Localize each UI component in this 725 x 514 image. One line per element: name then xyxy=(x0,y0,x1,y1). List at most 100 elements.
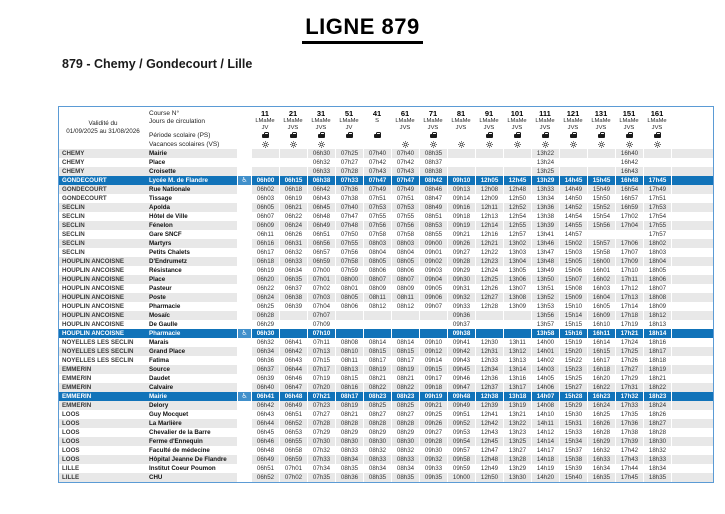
commune-label: NOYELLES LES SECLIN xyxy=(62,348,134,355)
time-cell: 06h05 xyxy=(251,203,279,212)
row-filler xyxy=(671,149,713,158)
time-cell: 07h23 xyxy=(307,401,335,410)
time-cell: 09h16 xyxy=(447,203,475,212)
time-cell: 07h47 xyxy=(391,176,419,186)
time-cell xyxy=(503,149,531,158)
column-header: 151 LMaMe JVS xyxy=(615,107,643,149)
school-period-cell xyxy=(429,132,437,140)
time-cell: 13h06 xyxy=(503,275,531,284)
time-cell xyxy=(279,158,307,167)
table-row: HOUPLIN ANCOISNE De Gaulle 06h29 07h09 09h37… xyxy=(59,320,713,329)
time-cell: 07h43 xyxy=(391,167,419,176)
time-cell: 13h13 xyxy=(503,356,531,365)
row-filler xyxy=(671,293,713,302)
time-cell: 13h22 xyxy=(503,419,531,428)
vacation-cell xyxy=(625,140,633,149)
time-cell: 15h03 xyxy=(559,248,587,257)
time-cell: 08h03 xyxy=(363,239,391,248)
time-cell: 06h39 xyxy=(279,302,307,311)
row-filler xyxy=(671,167,713,176)
time-cell: 09h45 xyxy=(447,365,475,374)
time-cell: 15h37 xyxy=(559,446,587,455)
time-cell: 14h17 xyxy=(531,446,559,455)
time-cell: 13h56 xyxy=(531,311,559,320)
time-cell: 09h53 xyxy=(447,428,475,437)
time-cell: 13h05 xyxy=(503,266,531,275)
time-cell: 14h18 xyxy=(531,455,559,464)
row-filler xyxy=(671,230,713,239)
time-cell: 07h01 xyxy=(279,464,307,473)
time-cell: 17h09 xyxy=(615,257,643,266)
time-cell: 15h29 xyxy=(559,401,587,410)
time-cell: 08h29 xyxy=(335,428,363,437)
row-filler xyxy=(671,194,713,203)
stop-label: Place xyxy=(149,159,166,166)
column-header: 51 LMaMe JV xyxy=(335,107,363,149)
days-label: JV xyxy=(345,125,353,131)
days-label: JVS xyxy=(315,125,327,131)
time-cell: 07h42 xyxy=(363,158,391,167)
header-labels: Course N° Jours de circulation Période s… xyxy=(147,107,237,149)
time-cell: 06h18 xyxy=(251,257,279,266)
time-cell: 06h19 xyxy=(251,266,279,275)
time-cell: 12h31 xyxy=(475,347,503,356)
table-row: NOYELLES LES SECLIN Grand Place 06h34 06h42… xyxy=(59,347,713,356)
table-row: HOUPLIN ANCOISNE Mosaïc 06h28 07h07 09h36 13h… xyxy=(59,311,713,320)
time-cell: 07h55 xyxy=(391,212,419,221)
time-cell: 17h38 xyxy=(615,428,643,437)
school-bag-icon xyxy=(485,132,493,138)
wheelchair-cell xyxy=(237,356,251,365)
time-cell: 08h22 xyxy=(363,383,391,392)
time-cell: 09h26 xyxy=(419,419,447,428)
time-cell: 15h38 xyxy=(559,455,587,464)
time-cell: 07h38 xyxy=(335,194,363,203)
table-row: NOYELLES LES SECLIN Fatima 06h36 06h43 07h15… xyxy=(59,356,713,365)
time-cell: 16h05 xyxy=(587,302,615,311)
stop-label: Delory xyxy=(149,402,169,409)
school-period-label: Période scolaire (PS) xyxy=(149,132,211,139)
time-cell: 08h37 xyxy=(419,158,447,167)
time-cell: 06h45 xyxy=(307,203,335,212)
time-cell: 07h56 xyxy=(391,221,419,230)
time-cell: 12h14 xyxy=(475,221,503,230)
stop-label: Apolda xyxy=(149,204,170,211)
time-cell: 13h02 xyxy=(503,239,531,248)
time-cell: 08h09 xyxy=(391,284,419,293)
time-cell: 06h37 xyxy=(251,365,279,374)
stop-label: Pharmacie xyxy=(149,330,181,337)
course-number: 31 xyxy=(316,109,326,118)
time-cell: 14h52 xyxy=(559,203,587,212)
time-cell: 08h27 xyxy=(363,410,391,419)
time-cell: 13h27 xyxy=(503,446,531,455)
time-cell: 12h27 xyxy=(475,293,503,302)
time-cell: 09h33 xyxy=(447,302,475,311)
time-cell: 06h48 xyxy=(279,392,307,402)
time-cell: 14h03 xyxy=(531,365,559,374)
time-cell: 17h14 xyxy=(615,302,643,311)
vacation-cell xyxy=(541,140,549,149)
time-cell: 15h23 xyxy=(559,365,587,374)
time-cell: 07h10 xyxy=(307,329,335,339)
wheelchair-cell xyxy=(237,203,251,212)
days-label: LMaMe xyxy=(423,118,443,124)
time-cell: 17h36 xyxy=(615,419,643,428)
time-cell: 06h20 xyxy=(251,275,279,284)
time-cell: 07h30 xyxy=(307,437,335,446)
time-cell: 08h15 xyxy=(391,347,419,356)
time-cell: 07h20 xyxy=(307,383,335,392)
time-cell: 16h26 xyxy=(587,419,615,428)
time-cell: 08h46 xyxy=(419,185,447,194)
time-cell: 17h21 xyxy=(615,329,643,339)
time-cell: 13h04 xyxy=(503,257,531,266)
time-cell: 08h05 xyxy=(335,293,363,302)
commune-label: SECLIN xyxy=(62,222,85,229)
time-cell: 09h01 xyxy=(419,248,447,257)
time-cell: 06h36 xyxy=(251,356,279,365)
time-cell: 07h04 xyxy=(307,302,335,311)
row-filler xyxy=(671,428,713,437)
time-cell: 09h41 xyxy=(447,338,475,347)
time-cell: 08h03 xyxy=(391,239,419,248)
time-cell: 16h35 xyxy=(587,473,615,482)
time-cell: 06h51 xyxy=(279,410,307,419)
time-cell: 16h25 xyxy=(587,410,615,419)
